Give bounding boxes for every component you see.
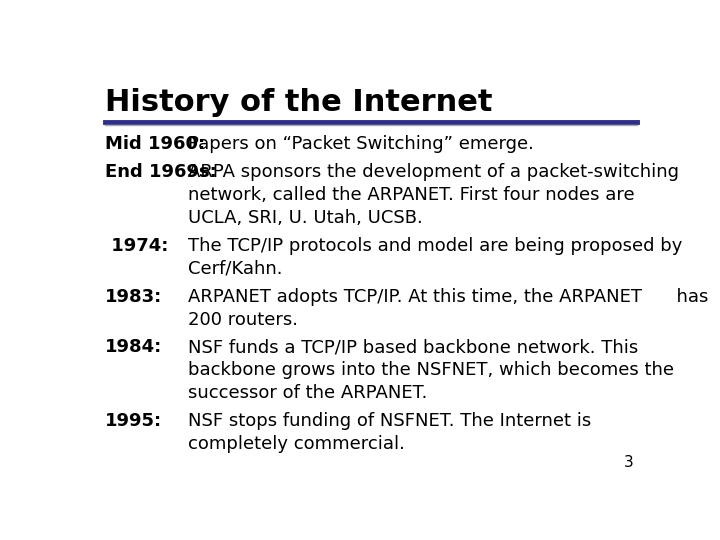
- Text: The TCP/IP protocols and model are being proposed by: The TCP/IP protocols and model are being…: [188, 237, 682, 255]
- Text: ARPA sponsors the development of a packet-switching: ARPA sponsors the development of a packe…: [188, 163, 679, 181]
- Text: backbone grows into the NSFNET, which becomes the: backbone grows into the NSFNET, which be…: [188, 361, 674, 379]
- Text: End 1969s:: End 1969s:: [105, 163, 217, 181]
- Text: Mid 1960:: Mid 1960:: [105, 136, 205, 153]
- Text: NSF stops funding of NSFNET. The Internet is: NSF stops funding of NSFNET. The Interne…: [188, 412, 591, 430]
- Text: successor of the ARPANET.: successor of the ARPANET.: [188, 384, 427, 402]
- Text: network, called the ARPANET. First four nodes are: network, called the ARPANET. First four …: [188, 186, 634, 204]
- Text: 1974:: 1974:: [105, 237, 168, 255]
- Text: Cerf/Kahn.: Cerf/Kahn.: [188, 260, 282, 278]
- Text: 3: 3: [624, 455, 634, 470]
- Text: NSF funds a TCP/IP based backbone network. This: NSF funds a TCP/IP based backbone networ…: [188, 339, 638, 356]
- Text: 1983:: 1983:: [105, 288, 162, 306]
- Text: Papers on “Packet Switching” emerge.: Papers on “Packet Switching” emerge.: [188, 136, 534, 153]
- Text: 200 routers.: 200 routers.: [188, 310, 297, 328]
- Text: ARPANET adopts TCP/IP. At this time, the ARPANET      has: ARPANET adopts TCP/IP. At this time, the…: [188, 288, 708, 306]
- Text: 1984:: 1984:: [105, 339, 162, 356]
- Text: History of the Internet: History of the Internet: [105, 87, 492, 117]
- Text: 1995:: 1995:: [105, 412, 162, 430]
- Text: UCLA, SRI, U. Utah, UCSB.: UCLA, SRI, U. Utah, UCSB.: [188, 209, 423, 227]
- Text: completely commercial.: completely commercial.: [188, 435, 405, 453]
